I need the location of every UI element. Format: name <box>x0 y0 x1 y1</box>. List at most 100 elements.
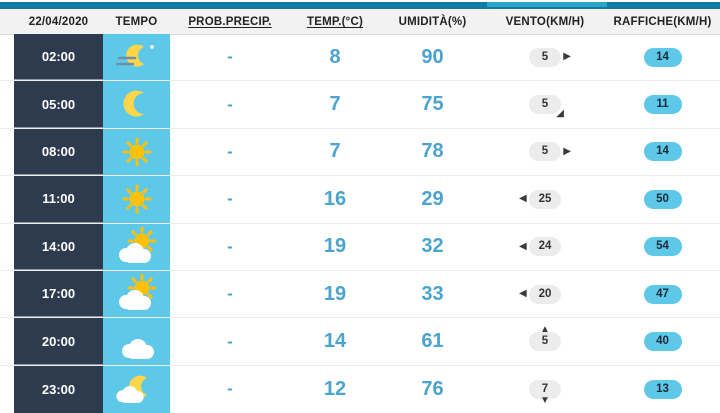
wind-speed-badge: 5 <box>529 95 561 115</box>
forecast-rows: 02:00-8 90 ▶ 5 14 05:00-7 75 ◢ 5 11 08:00-7 78 ▶ 5 14 1… <box>0 34 720 413</box>
header-raffiche: RAFFICHE(KM/H) <box>613 16 712 28</box>
gust-speed-badge: 11 <box>643 95 682 115</box>
top-progress-bar-accent <box>487 2 607 7</box>
row-wind: ▼ 7 <box>485 366 605 413</box>
row-humidity: 33 <box>421 282 444 305</box>
row-temperature: 19 <box>323 282 347 305</box>
row-wind: ◢ 5 <box>485 81 605 127</box>
sun-icon <box>103 128 170 176</box>
table-row: 14:00 - 19 32 ◀ 24 54 <box>0 223 720 271</box>
wind-direction-arrow-icon: ◀ <box>519 193 527 205</box>
wind-direction-arrow-icon: ◀ <box>519 288 527 300</box>
wind-speed-badge: 5 <box>529 332 561 352</box>
row-gusts: 14 <box>605 129 720 175</box>
row-temperature: 19 <box>323 235 347 258</box>
wind-speed-badge: 20 <box>529 284 561 304</box>
table-row: 05:00 - 7 75 ◢ 5 11 <box>0 81 720 129</box>
row-humidity: 76 <box>421 377 444 400</box>
row-time: 08:00 <box>14 128 103 176</box>
row-humidity: 61 <box>421 330 444 353</box>
wind-direction-arrow-icon: ▼ <box>540 395 550 407</box>
row-precip-probability: - <box>227 379 233 399</box>
table-row: 08:00 - 7 78 ▶ 5 14 <box>0 128 720 177</box>
table-header-row: 22/04/2020 TEMPO PROB.PRECIP. TEMP.(°C) … <box>0 10 720 35</box>
top-progress-bar-tail <box>607 2 720 9</box>
row-humidity: 29 <box>421 187 444 210</box>
row-gusts: 47 <box>605 271 720 317</box>
gust-speed-badge: 14 <box>643 142 682 162</box>
row-time: 02:00 <box>14 34 103 81</box>
table-row: 11:00 - 16 29 ◀ 25 50 <box>0 176 720 224</box>
row-wind: ▶ 5 <box>485 129 605 175</box>
row-time: 05:00 <box>14 81 103 128</box>
row-temperature: 14 <box>323 330 347 353</box>
table-row: 17:00 - 19 33 ◀ 20 47 <box>0 270 720 319</box>
row-temperature: 7 <box>329 93 341 116</box>
wind-direction-arrow-icon: ▶ <box>563 51 571 63</box>
moon-icon <box>103 81 170 128</box>
row-wind: ◀ 20 <box>485 271 605 317</box>
row-humidity: 78 <box>421 140 444 163</box>
row-precip-probability: - <box>227 331 233 351</box>
row-temperature: 16 <box>323 187 347 210</box>
gust-speed-badge: 14 <box>643 47 682 67</box>
wind-direction-arrow-icon: ▲ <box>540 323 550 335</box>
top-progress-bar <box>0 2 720 9</box>
row-humidity: 32 <box>421 235 444 258</box>
row-humidity: 90 <box>421 45 444 68</box>
wind-direction-arrow-icon: ◢ <box>556 107 564 119</box>
row-time: 23:00 <box>14 365 103 413</box>
gust-speed-badge: 40 <box>643 332 682 352</box>
gust-speed-badge: 13 <box>643 379 682 399</box>
header-date: 22/04/2020 <box>28 16 89 28</box>
row-gusts: 13 <box>605 366 720 413</box>
wind-speed-badge: 24 <box>529 237 561 257</box>
gust-speed-badge: 50 <box>643 189 682 209</box>
row-wind: ◀ 25 <box>485 176 605 222</box>
row-wind: ▲ 5 <box>485 318 605 364</box>
row-precip-probability: - <box>227 189 233 209</box>
row-precip-probability: - <box>227 236 233 256</box>
row-precip-probability: - <box>227 47 233 67</box>
row-temperature: 8 <box>329 45 341 68</box>
wind-speed-badge: 5 <box>529 142 561 162</box>
table-row: 23:00 - 12 76 ▼ 7 13 <box>0 365 720 413</box>
sun-icon <box>103 176 170 223</box>
wind-speed-badge: 5 <box>529 47 561 67</box>
wind-direction-arrow-icon: ▶ <box>563 145 571 157</box>
table-row: 02:00 - 8 90 ▶ 5 14 <box>0 34 720 82</box>
row-humidity: 75 <box>421 93 444 116</box>
header-temp[interactable]: TEMP.(°C) <box>306 16 364 28</box>
wind-direction-arrow-icon: ◀ <box>519 240 527 252</box>
header-prob-precip[interactable]: PROB.PRECIP. <box>188 16 272 28</box>
moon-cloud-icon <box>103 365 170 413</box>
row-gusts: 11 <box>605 81 720 127</box>
row-precip-probability: - <box>227 141 233 161</box>
row-time: 17:00 <box>14 270 103 318</box>
row-time: 20:00 <box>14 318 103 365</box>
gust-speed-badge: 54 <box>643 237 682 257</box>
row-wind: ◀ 24 <box>485 224 605 270</box>
row-wind: ▶ 5 <box>485 34 605 80</box>
row-temperature: 7 <box>329 140 341 163</box>
header-vento: VENTO(KM/H) <box>505 16 585 28</box>
row-precip-probability: - <box>227 94 233 114</box>
row-temperature: 12 <box>323 377 347 400</box>
sun-cloud-icon <box>103 270 170 318</box>
row-gusts: 40 <box>605 318 720 364</box>
table-row: 20:00 - 14 61 ▲ 5 40 <box>0 318 720 366</box>
cloud-icon <box>103 318 170 365</box>
row-gusts: 14 <box>605 34 720 80</box>
row-precip-probability: - <box>227 284 233 304</box>
moon-wind-icon <box>103 34 170 81</box>
row-time: 11:00 <box>14 176 103 223</box>
row-gusts: 50 <box>605 176 720 222</box>
gust-speed-badge: 47 <box>643 284 682 304</box>
row-time: 14:00 <box>14 223 103 270</box>
header-umidita: UMIDITÀ(%) <box>398 16 467 28</box>
header-tempo: TEMPO <box>115 16 158 28</box>
wind-speed-badge: 25 <box>529 189 561 209</box>
row-gusts: 54 <box>605 224 720 270</box>
sun-cloud-icon <box>103 223 170 270</box>
